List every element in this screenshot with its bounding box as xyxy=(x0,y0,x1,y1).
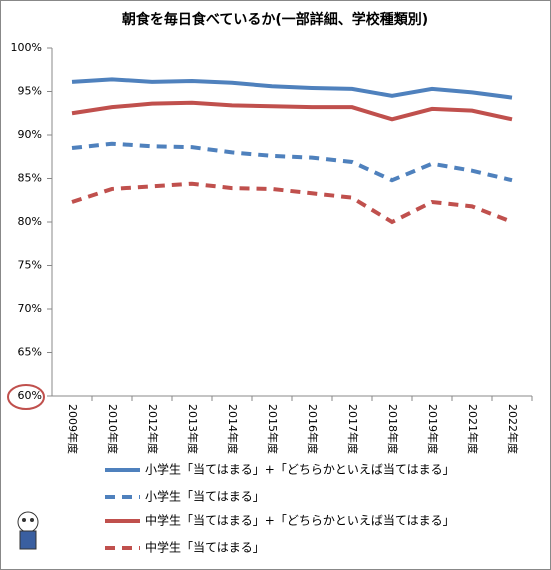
x-tick-label: 2022年度 xyxy=(506,404,520,454)
y-tick-label: 70% xyxy=(18,302,42,315)
x-tick-label: 2017年度 xyxy=(346,404,360,454)
series-line xyxy=(71,100,513,122)
legend-label: 中学生「当てはまる」+「どちらかといえば当てはまる」 xyxy=(145,513,455,528)
x-tick-label: 2009年度 xyxy=(66,404,80,454)
x-tick-label: 2010年度 xyxy=(106,404,120,454)
y-tick-label: 75% xyxy=(18,259,42,272)
x-tick-label: 2021年度 xyxy=(466,404,480,454)
y-tick-label: 65% xyxy=(18,346,42,359)
y-tick-label: 85% xyxy=(18,172,42,185)
legend-label: 中学生「当てはまる」 xyxy=(145,540,265,555)
y-tick-label: 90% xyxy=(18,128,42,141)
series-line xyxy=(71,181,513,225)
x-tick-label: 2014年度 xyxy=(226,404,240,454)
legend-label: 小学生「当てはまる」 xyxy=(145,489,265,504)
x-tick-label: 2018年度 xyxy=(386,404,400,454)
chart-title: 朝食を毎日食べているか(一部詳細、学校種類別) xyxy=(122,11,428,28)
mascot xyxy=(17,511,39,550)
legend-label: 小学生「当てはまる」+「どちらかといえば当てはまる」 xyxy=(145,462,455,477)
x-tick-label: 2013年度 xyxy=(186,404,200,454)
y-tick-label: 95% xyxy=(18,85,42,98)
x-tick-label: 2012年度 xyxy=(146,404,160,454)
y-tick-label: 60% xyxy=(18,389,42,402)
y-tick-label: 80% xyxy=(18,215,42,228)
x-tick-label: 2015年度 xyxy=(266,404,280,454)
y-tick-label: 100% xyxy=(11,41,42,54)
series-line xyxy=(71,77,513,100)
highlight-circle xyxy=(7,384,45,410)
x-tick-label: 2019年度 xyxy=(426,404,440,454)
series-line xyxy=(71,141,513,183)
x-tick-label: 2016年度 xyxy=(306,404,320,454)
